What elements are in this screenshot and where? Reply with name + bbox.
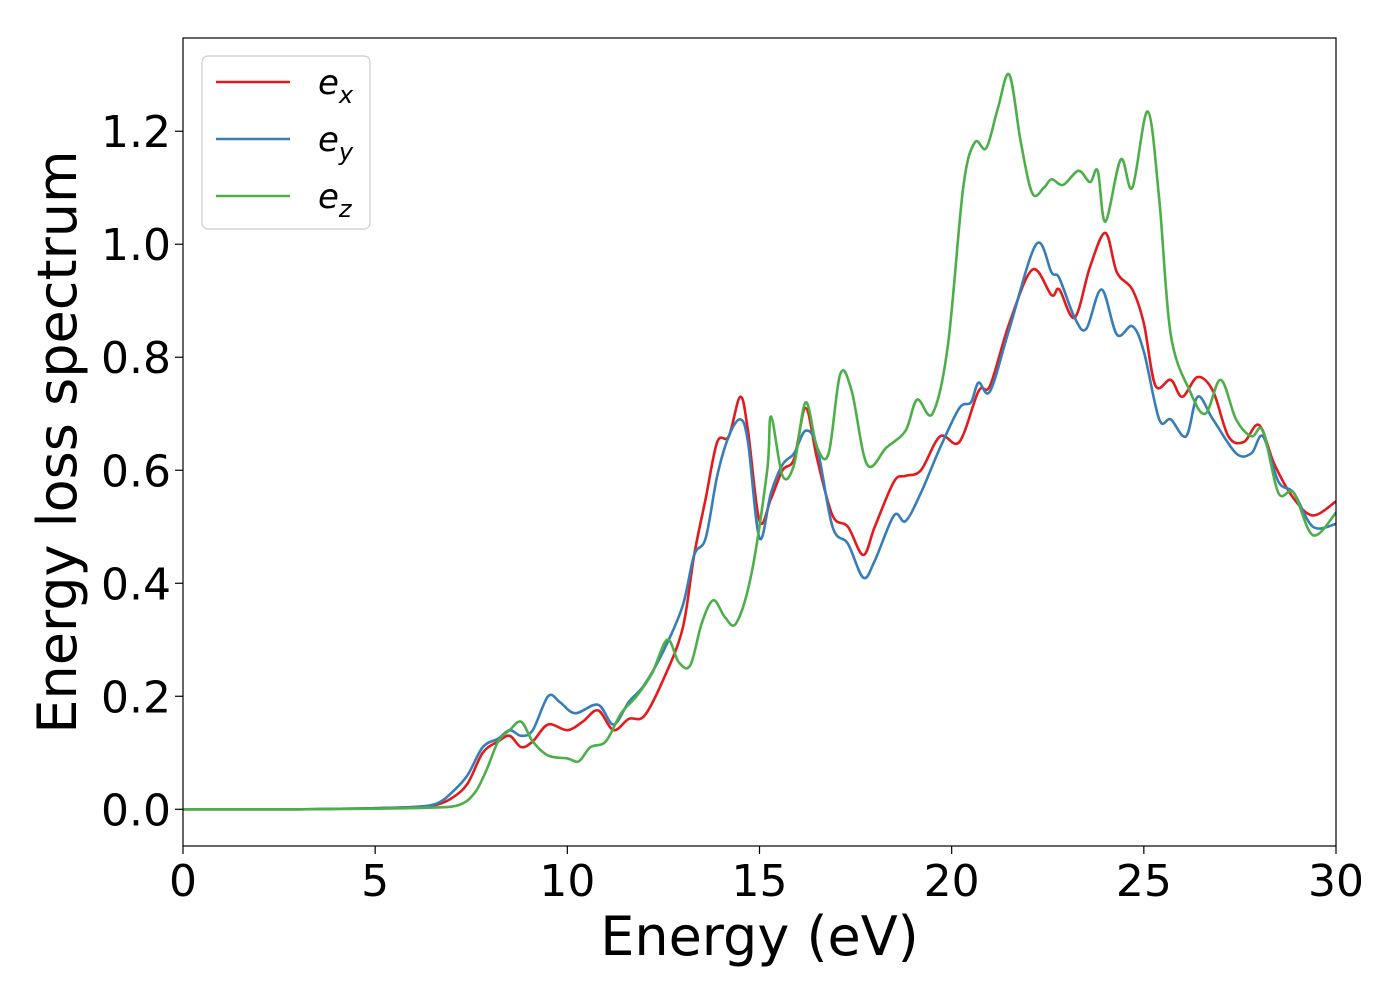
series-line-e-y [183,241,1336,811]
y-tick-label: 0.2 [101,672,171,723]
y-tick-label: 1.0 [101,220,171,271]
y-tick-label: 0.8 [101,333,171,384]
y-tick-label: 1.2 [101,107,171,158]
legend-label: ez [318,177,353,223]
x-tick-label: 10 [539,856,595,907]
series-line-e-z [183,72,1336,811]
x-tick-label: 25 [1116,856,1172,907]
legend-label: ey [318,120,354,166]
y-tick-label: 0.6 [101,446,171,497]
legend-label-subscript: x [338,81,354,109]
x-tick-label: 20 [924,856,980,907]
series-layer [183,72,1336,811]
y-tick-label: 0.0 [101,785,171,836]
y-axis-label: Energy loss spectrum [26,150,89,733]
x-axis-label: Energy (eV) [600,905,919,968]
series-line-e-x [183,231,1336,811]
legend-label-main: e [318,63,339,103]
x-tick-label: 5 [361,856,389,907]
y-tick-label: 0.4 [101,559,171,610]
legend-label: ex [318,63,354,109]
legend-label-main: e [318,177,339,217]
y-axis: 0.0 0.2 0.4 0.6 0.8 1.0 1.2 [101,107,183,836]
legend-label-subscript: z [338,195,353,223]
legend-label-subscript: y [338,138,354,166]
x-tick-label: 30 [1308,856,1364,907]
x-tick-label: 15 [732,856,788,907]
x-axis: 0 5 10 15 20 25 30 [169,846,1364,907]
x-tick-label: 0 [169,856,197,907]
legend-box [201,55,371,230]
legend-label-main: e [318,120,339,160]
